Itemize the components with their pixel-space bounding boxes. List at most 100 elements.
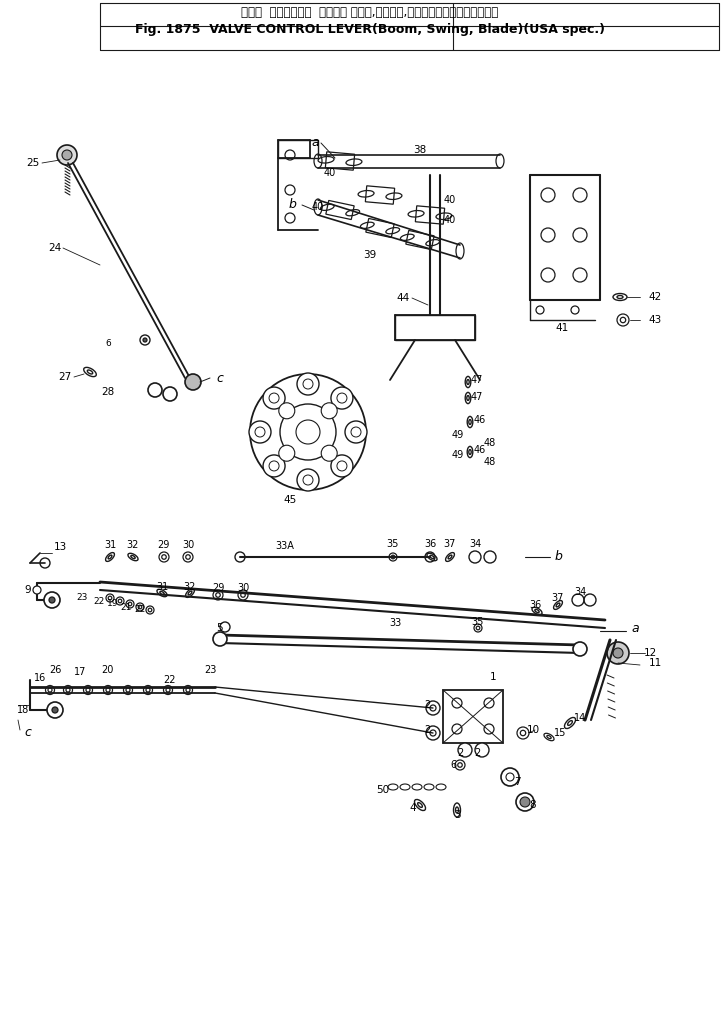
Text: 34: 34 xyxy=(469,539,481,549)
Text: 22: 22 xyxy=(134,605,146,614)
Text: 43: 43 xyxy=(648,315,661,325)
Circle shape xyxy=(57,145,77,165)
Text: 30: 30 xyxy=(237,583,249,593)
Text: 23: 23 xyxy=(77,593,87,602)
Circle shape xyxy=(185,374,201,390)
Text: 32: 32 xyxy=(127,540,139,550)
Text: c: c xyxy=(25,726,32,740)
Polygon shape xyxy=(406,230,434,249)
Text: 31: 31 xyxy=(104,540,116,550)
Text: 29: 29 xyxy=(212,583,225,593)
Text: 33: 33 xyxy=(389,618,401,628)
Circle shape xyxy=(47,702,63,718)
Text: 42: 42 xyxy=(648,292,661,302)
Circle shape xyxy=(573,642,587,656)
Text: 25: 25 xyxy=(27,158,40,169)
Text: 6: 6 xyxy=(105,339,111,348)
Text: 24: 24 xyxy=(48,243,61,253)
Text: Fig. 1875  VALVE CONTROL LEVER(Boom, Swing, Blade)(USA spec.): Fig. 1875 VALVE CONTROL LEVER(Boom, Swin… xyxy=(135,23,605,36)
Text: 36: 36 xyxy=(424,539,436,549)
Circle shape xyxy=(321,403,337,419)
Text: 48: 48 xyxy=(484,457,496,467)
Text: 2: 2 xyxy=(424,725,430,735)
Text: 40: 40 xyxy=(444,215,456,225)
Text: 26: 26 xyxy=(49,665,61,675)
Circle shape xyxy=(33,586,41,594)
Text: a: a xyxy=(311,136,319,149)
Text: 44: 44 xyxy=(396,293,409,303)
Circle shape xyxy=(163,387,177,401)
Text: 46: 46 xyxy=(474,445,486,455)
Polygon shape xyxy=(415,206,445,224)
Circle shape xyxy=(213,632,227,646)
Text: 3: 3 xyxy=(453,810,461,820)
Circle shape xyxy=(62,150,72,160)
Text: 2: 2 xyxy=(424,700,430,710)
Text: 45: 45 xyxy=(283,495,297,504)
Text: 50: 50 xyxy=(376,785,390,795)
Text: 31: 31 xyxy=(156,582,168,592)
Text: 14: 14 xyxy=(574,713,586,723)
Text: 5: 5 xyxy=(217,623,223,633)
Circle shape xyxy=(321,445,337,461)
Circle shape xyxy=(475,743,489,757)
Polygon shape xyxy=(365,186,395,204)
Text: 37: 37 xyxy=(552,593,564,603)
Text: 6: 6 xyxy=(450,760,456,770)
Text: 20: 20 xyxy=(101,665,113,675)
Text: 8: 8 xyxy=(530,800,536,810)
Text: b: b xyxy=(288,199,296,212)
Circle shape xyxy=(426,701,440,715)
Polygon shape xyxy=(278,140,318,158)
Circle shape xyxy=(263,387,285,409)
Polygon shape xyxy=(443,690,503,743)
Text: 7: 7 xyxy=(513,777,521,787)
Text: 41: 41 xyxy=(555,323,569,333)
Text: 1: 1 xyxy=(490,672,496,682)
Circle shape xyxy=(331,387,353,409)
Circle shape xyxy=(297,373,319,395)
Circle shape xyxy=(249,421,271,443)
Text: 2: 2 xyxy=(474,748,480,758)
Text: 34: 34 xyxy=(574,587,586,597)
Text: 4: 4 xyxy=(409,803,417,813)
Text: 27: 27 xyxy=(58,372,71,382)
Text: 18: 18 xyxy=(17,705,29,715)
Circle shape xyxy=(607,642,629,664)
Text: 33A: 33A xyxy=(276,541,295,551)
Text: 15: 15 xyxy=(554,728,566,738)
Text: 40: 40 xyxy=(444,195,456,205)
Text: 46: 46 xyxy=(474,415,486,425)
Circle shape xyxy=(279,445,295,461)
Text: 12: 12 xyxy=(643,648,656,658)
Text: 32: 32 xyxy=(184,582,196,592)
Circle shape xyxy=(613,648,623,658)
Text: b: b xyxy=(554,551,562,563)
Text: 9: 9 xyxy=(25,585,31,595)
Text: 37: 37 xyxy=(444,539,456,549)
Circle shape xyxy=(263,455,285,477)
Text: 40: 40 xyxy=(324,169,336,178)
Text: 2: 2 xyxy=(457,748,463,758)
Text: 11: 11 xyxy=(648,658,661,668)
Circle shape xyxy=(516,793,534,811)
Text: バルブ  コントロール  レバー（ ブーム,スイング,ブレード）（アメリカ仕様）: バルブ コントロール レバー（ ブーム,スイング,ブレード）（アメリカ仕様） xyxy=(241,5,499,18)
Text: 49: 49 xyxy=(452,450,464,460)
Text: 29: 29 xyxy=(157,540,169,550)
Text: 10: 10 xyxy=(526,725,539,735)
Polygon shape xyxy=(395,315,475,340)
Text: 13: 13 xyxy=(53,542,66,552)
Text: 22: 22 xyxy=(93,596,105,605)
Text: 39: 39 xyxy=(363,250,377,260)
Circle shape xyxy=(279,403,295,419)
Circle shape xyxy=(501,768,519,786)
Text: 47: 47 xyxy=(471,375,483,385)
Text: 16: 16 xyxy=(34,673,46,683)
Circle shape xyxy=(148,383,162,397)
Circle shape xyxy=(345,421,367,443)
Circle shape xyxy=(49,597,55,603)
Circle shape xyxy=(520,797,530,807)
Text: 38: 38 xyxy=(414,145,427,155)
Text: 48: 48 xyxy=(484,438,496,448)
Text: 19: 19 xyxy=(108,599,118,608)
